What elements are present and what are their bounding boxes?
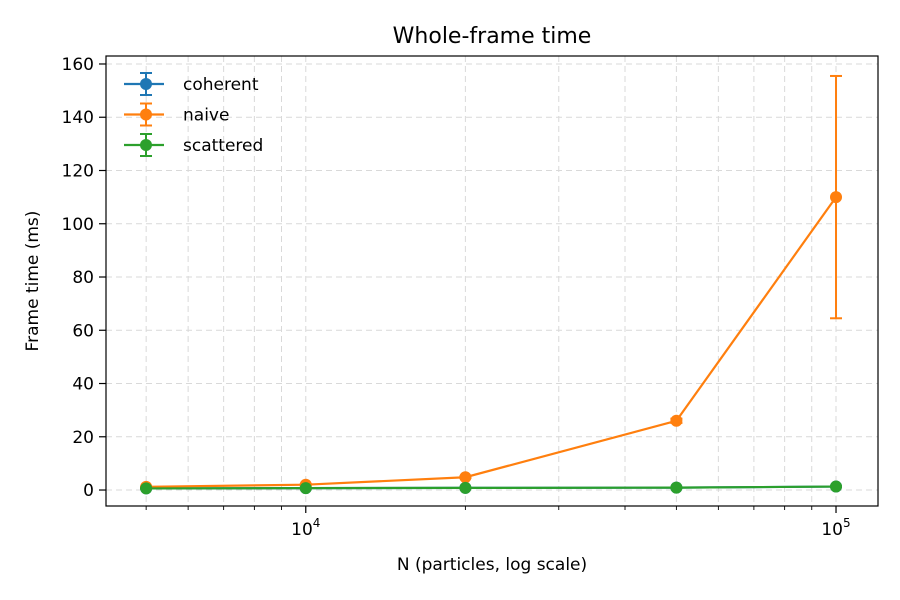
data-point <box>830 191 843 204</box>
legend-label: coherent <box>183 75 259 95</box>
data-point <box>459 481 472 494</box>
data-point <box>830 480 843 493</box>
plot-frame <box>105 55 879 507</box>
y-tick-label: 20 <box>72 428 94 448</box>
y-tick-label: 0 <box>83 481 94 501</box>
legend-entry-naive: naive <box>124 102 229 127</box>
y-tick-label: 40 <box>72 375 94 395</box>
data-point <box>670 481 683 494</box>
legend-marker <box>140 108 152 121</box>
ticks: 104 105 0 20 40 60 80 100 120 140 160 <box>62 55 851 540</box>
x-tick-label: 105 <box>821 516 850 540</box>
series-line <box>146 196 837 488</box>
legend-entry-coherent: coherent <box>124 72 259 96</box>
data-point <box>140 482 153 495</box>
legend-label: scattered <box>183 136 263 156</box>
series-line <box>146 485 837 490</box>
y-tick-label: 60 <box>72 321 94 341</box>
legend-marker <box>140 139 152 151</box>
chart-title: Whole-frame time <box>393 24 592 49</box>
series-scattered <box>140 480 843 495</box>
legend-label: naive <box>183 106 229 126</box>
series-layer <box>140 74 843 495</box>
legend-marker <box>140 78 152 90</box>
y-tick-label: 80 <box>72 268 94 288</box>
x-axis-label: N (particles, log scale) <box>397 555 587 575</box>
data-point <box>459 471 472 484</box>
y-tick-label: 100 <box>62 215 94 235</box>
grid <box>106 56 878 506</box>
data-point <box>670 414 683 427</box>
data-point <box>299 482 312 495</box>
legend: coherent naive scattered <box>124 72 263 157</box>
y-tick-label: 160 <box>62 55 94 75</box>
legend-entry-scattered: scattered <box>124 133 263 157</box>
y-axis-label: Frame time (ms) <box>23 211 43 352</box>
y-tick-label: 120 <box>62 161 94 181</box>
x-tick-label: 104 <box>291 516 320 540</box>
y-tick-label: 140 <box>62 108 94 128</box>
